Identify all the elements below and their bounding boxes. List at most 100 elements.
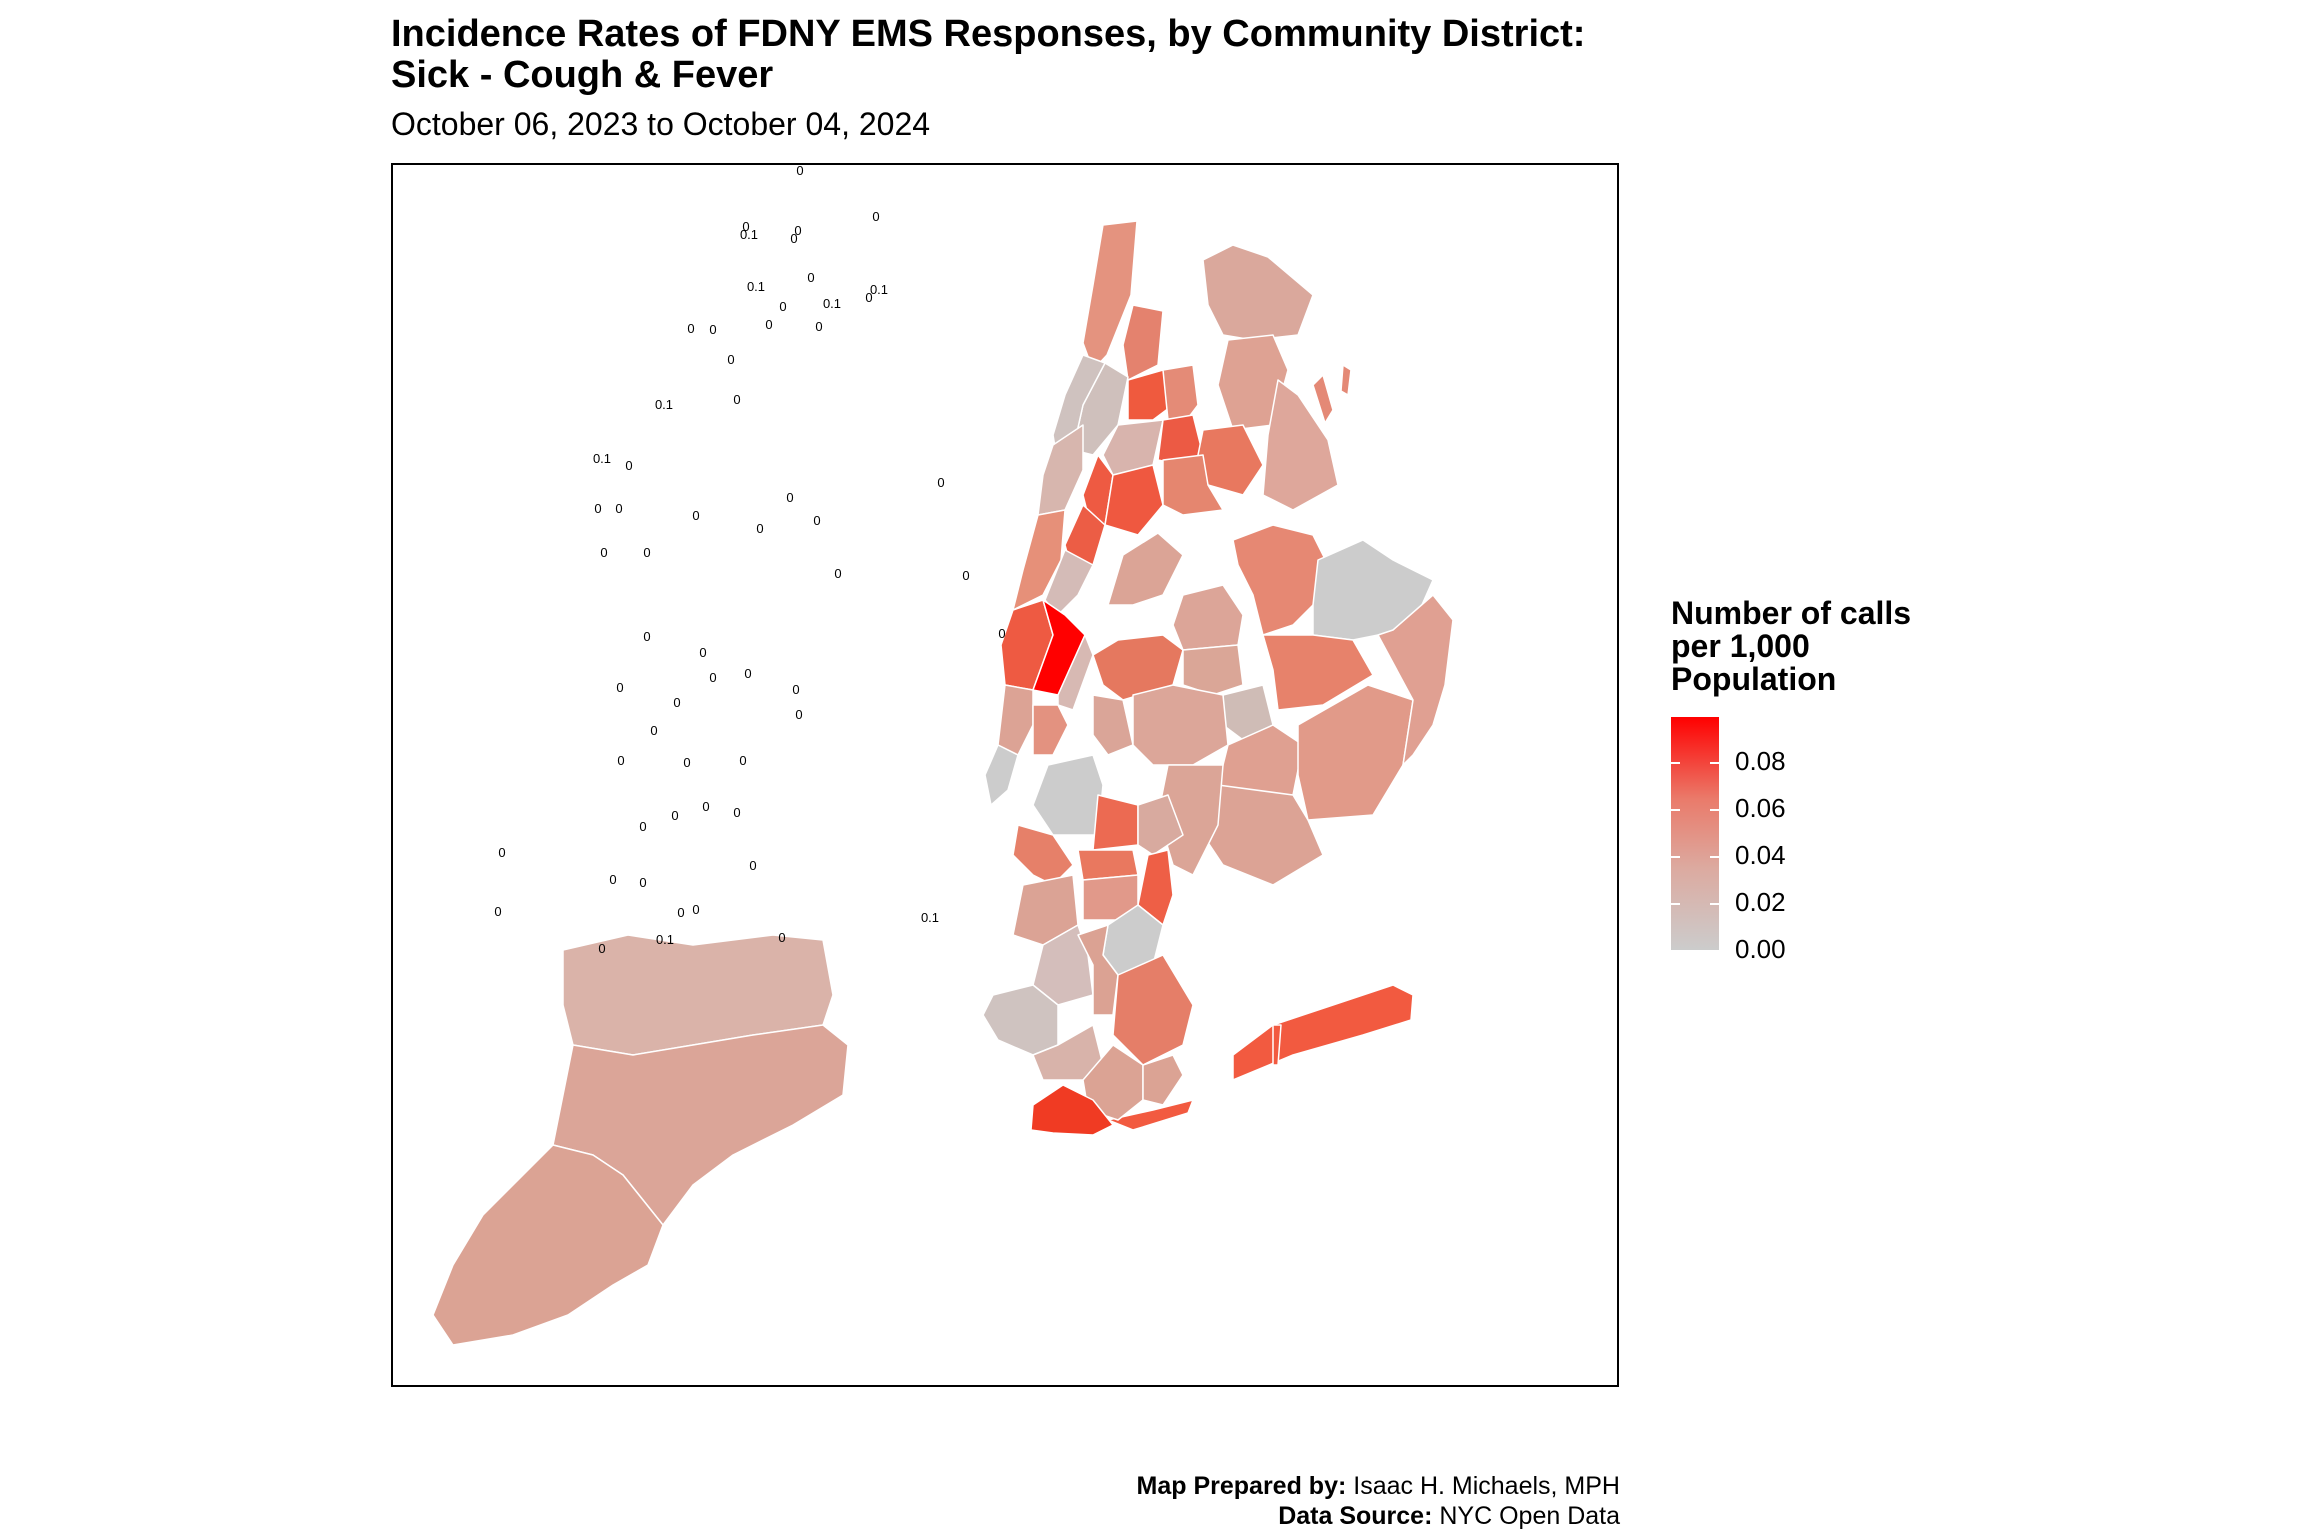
district-value-label: 0.1 <box>656 932 674 947</box>
district-value-label: 0 <box>865 290 872 305</box>
district-value-label: 0 <box>749 858 756 873</box>
district-value-label: 0 <box>702 799 709 814</box>
district-value-label: 0 <box>687 321 694 336</box>
district-queens-elmhurst <box>1182 644 1244 696</box>
district-value-label: 0 <box>594 501 601 516</box>
district-value-label: 0 <box>790 231 797 246</box>
legend-tick-label: 0.00 <box>1735 934 1786 964</box>
district-value-label: 0 <box>937 475 944 490</box>
district-brooklyn-marine-park <box>1142 1054 1184 1106</box>
district-value-label: 0 <box>733 392 740 407</box>
district-value-label: 0 <box>962 568 969 583</box>
legend-title-line-3: Population <box>1671 661 1837 697</box>
district-value-label: 0 <box>494 904 501 919</box>
credit-source-label: Data Source: <box>1278 1502 1433 1530</box>
district-brooklyn-greenpoint <box>1032 754 1104 836</box>
district-value-label: 0 <box>813 513 820 528</box>
title-line-1: Incidence Rates of FDNY EMS Responses, b… <box>391 13 1586 55</box>
district-value-label: 0.1 <box>747 279 765 294</box>
district-queens-jamaica <box>1297 684 1414 821</box>
district-value-label: 0 <box>625 458 632 473</box>
district-value-label: 0 <box>671 808 678 823</box>
district-value-label: 0 <box>744 666 751 681</box>
credit-source-value: NYC Open Data <box>1439 1502 1620 1530</box>
district-queens-forest-hills <box>1132 684 1229 766</box>
district-queens-jackson-heights <box>1172 584 1244 651</box>
district-brooklyn-bushwick <box>1137 794 1184 856</box>
district-manhattan-midtown <box>997 684 1034 756</box>
district-value-label: 0 <box>709 670 716 685</box>
nyc-district-map: 000000.1000.10000.10.1000000.10.10000000… <box>432 165 1454 1346</box>
district-value-label: 0 <box>598 941 605 956</box>
legend-tick-label: 0.04 <box>1735 840 1786 870</box>
district-manhattan-gramercy <box>1032 704 1069 756</box>
district-value-label: 0 <box>834 566 841 581</box>
district-value-label: 0 <box>692 902 699 917</box>
district-value-label: 0.1 <box>921 910 939 925</box>
legend-colorbar <box>1671 717 1719 950</box>
district-value-label: 0 <box>600 545 607 560</box>
district-queens-rockaway-west <box>1107 1099 1194 1131</box>
map-subtitle: October 06, 2023 to October 04, 2024 <box>391 106 931 142</box>
district-value-label: 0 <box>765 317 772 332</box>
district-value-label: 0 <box>609 872 616 887</box>
district-value-label: 0.1 <box>823 296 841 311</box>
district-brooklyn-flatbush <box>1077 924 1119 1016</box>
district-bronx-islet <box>1340 364 1352 396</box>
district-labels: 000000.1000.10000.10.1000000.10.10000000… <box>494 165 1005 956</box>
district-brooklyn-bay-ridge <box>982 984 1059 1056</box>
district-bronx-riverdale <box>1122 304 1164 381</box>
district-manhattan-east-harlem <box>1044 549 1094 616</box>
district-value-label: 0 <box>643 545 650 560</box>
district-queens-ridgewood <box>1092 694 1134 756</box>
legend-title-line-2: per 1,000 <box>1671 628 1810 664</box>
district-brooklyn-coney-island <box>1030 1084 1114 1136</box>
map-panel: 000000.1000.10000.10.1000000.10.10000000… <box>391 163 1619 1387</box>
title-line-2: Sick - Cough & Fever <box>391 54 774 96</box>
district-value-label: 0 <box>615 501 622 516</box>
district-value-label: 0 <box>815 319 822 334</box>
district-value-label: 0 <box>792 682 799 697</box>
district-bronx-hunts-point <box>1162 454 1224 516</box>
district-queens-queens-village <box>1377 594 1454 766</box>
district-queens-hillcrest <box>1262 634 1374 711</box>
district-value-label: 0 <box>677 905 684 920</box>
district-value-label: 0 <box>498 845 505 860</box>
district-value-label: 0 <box>650 723 657 738</box>
map-title: Incidence Rates of FDNY EMS Responses, b… <box>391 14 1585 96</box>
district-brooklyn-williamsburg <box>1092 794 1139 851</box>
legend-tick-label: 0.02 <box>1735 887 1786 917</box>
legend-title-line-1: Number of calls <box>1671 595 1912 631</box>
district-bronx-east-upper <box>1202 244 1314 341</box>
district-value-label: 0 <box>742 219 749 234</box>
district-queens-astoria <box>1107 532 1184 606</box>
credit-prepared-value: Isaac H. Michaels, MPH <box>1353 1472 1620 1500</box>
district-value-label: 0 <box>794 223 801 238</box>
district-queens-broad-channel <box>1272 1024 1282 1066</box>
district-value-label: 0 <box>673 695 680 710</box>
district-queens-flushing <box>1232 524 1329 636</box>
district-value-label: 0 <box>733 805 740 820</box>
district-manhattan-lower <box>984 744 1019 806</box>
district-value-label: 0 <box>998 626 1005 641</box>
credit-data-source: Data Source: NYC Open Data <box>1278 1502 1620 1531</box>
district-value-label: 0 <box>692 508 699 523</box>
district-value-label: 0.1 <box>655 397 673 412</box>
district-brooklyn-east-new-york <box>1137 849 1174 926</box>
district-value-label: 0 <box>683 755 690 770</box>
district-staten-island-south <box>432 1144 664 1346</box>
district-value-label: 0 <box>699 645 706 660</box>
legend-title: Number of calls per 1,000 Population <box>1671 597 1911 696</box>
district-value-label: 0 <box>778 930 785 945</box>
credit-prepared-label: Map Prepared by: <box>1136 1472 1347 1500</box>
district-value-label: 0 <box>639 819 646 834</box>
district-value-label: 0 <box>616 680 623 695</box>
district-brooklyn-canarsie <box>1112 954 1194 1066</box>
district-bronx-throgs <box>1262 379 1339 511</box>
district-manhattan-harlem-central <box>1012 509 1066 611</box>
district-value-label: 0 <box>739 753 746 768</box>
district-queens-rockaway-east <box>1232 984 1414 1081</box>
legend-tick-label: 0.06 <box>1735 793 1786 823</box>
district-value-label: 0 <box>617 753 624 768</box>
district-value-label: 0 <box>796 165 803 178</box>
